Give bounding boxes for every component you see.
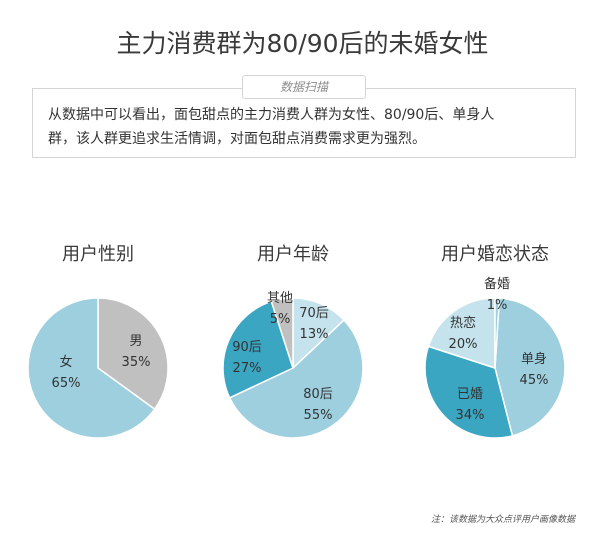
slice-label: 其他: [267, 291, 293, 306]
pie-title: 用户性别: [62, 244, 134, 265]
slice-label: 热恋: [450, 315, 476, 331]
slice-value-label: 65%: [52, 376, 81, 391]
slice-label: 已婚: [457, 387, 483, 402]
info-text-line-2: 群，该人群更追求生活情调，对面包甜点消费需求更为强烈。: [48, 131, 426, 147]
pie-slice: [424, 345, 514, 439]
slice-value-label: 13%: [300, 327, 329, 342]
slice-label: 备婚: [484, 276, 510, 292]
slice-label: 男: [129, 334, 142, 349]
pie-slice: [97, 297, 169, 411]
pie-slice: [228, 319, 364, 439]
info-tag: 数据扫描: [242, 75, 366, 99]
slice-value-label: 35%: [122, 355, 151, 370]
pie-chart-2: 用户年龄 70后 13% 80后 55% 90后 27% 其他 5%: [222, 244, 364, 439]
pie-slice: [427, 297, 496, 370]
slice-label: 70后: [299, 306, 329, 321]
slice-value-label: 45%: [520, 373, 549, 388]
pie-title: 用户年龄: [257, 244, 329, 265]
page-title: 主力消费群为80/90后的未婚女性: [116, 29, 489, 58]
slice-value-label: 27%: [233, 361, 262, 376]
info-text: 从数据中可以看出，面包甜点的主力消费人群为女性、80/90后、单身人 群，该人群…: [48, 103, 568, 151]
slice-label: 单身: [521, 351, 547, 367]
pie-slice: [494, 297, 566, 437]
pie-title: 用户婚恋状态: [441, 243, 549, 265]
slice-value-label: 5%: [270, 312, 291, 327]
slice-label: 女: [59, 354, 72, 370]
slice-value-label: 34%: [456, 408, 485, 423]
info-text-line-1: 从数据中可以看出，面包甜点的主力消费人群为女性、80/90后、单身人: [48, 107, 495, 123]
footnote: 注：该数据为大众点评用户画像数据: [430, 515, 575, 525]
pie-slice: [494, 297, 501, 369]
slice-label: 80后: [303, 387, 333, 402]
slice-value-label: 1%: [487, 298, 508, 313]
slice-value-label: 55%: [304, 408, 333, 423]
slice-label: 90后: [232, 340, 262, 355]
pie-slice: [27, 297, 156, 439]
slice-value-label: 20%: [449, 337, 478, 352]
pie-slice: [270, 297, 294, 369]
pie-slice: [222, 300, 294, 399]
pie-slice: [292, 297, 346, 370]
